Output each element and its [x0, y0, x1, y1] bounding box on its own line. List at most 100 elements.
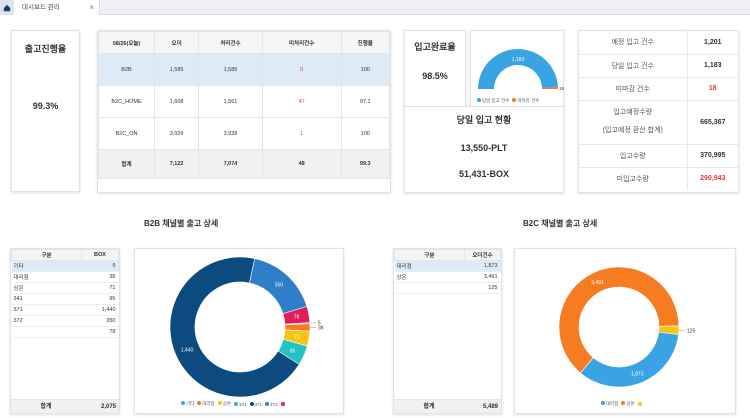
donut-slice[interactable]: [658, 325, 680, 335]
dashboard-content: 출고진행율 99.3% 08/26(오늘) 오더 처리건수 미처리건수 진행율 …: [0, 15, 750, 418]
b2b-table: 구분 BOX 기타 5 대리점 36 상온 71 341 95 371 1,440 372…: [11, 249, 119, 338]
home-icon: [3, 4, 11, 11]
legend-item[interactable]: 대리점: [197, 401, 215, 407]
legend-item[interactable]: 상온: [217, 401, 231, 407]
b2c-section-title: B2C 채널별 출고 상세: [523, 219, 598, 228]
cell-box: 95: [81, 293, 119, 305]
cell-category: 371: [11, 304, 82, 316]
table-row: 당일 입고 건수 1,183: [579, 54, 738, 78]
col-header-progress: 진행율: [340, 31, 391, 54]
table-row: 미마감 건수 18: [579, 77, 738, 101]
table-row[interactable]: B2C_HOME 1,608 1,561 47 97.1: [98, 85, 391, 118]
legend-swatch: [280, 401, 285, 406]
cell-box: 1,440: [81, 304, 119, 316]
gauge-remaining-label: 18: [559, 86, 565, 91]
cell-box: 5: [81, 260, 119, 272]
col-header-unprocessed: 미처리건수: [261, 31, 342, 54]
legend-item[interactable]: 상온: [621, 401, 635, 407]
stat-value: 370,995: [686, 144, 738, 168]
cell-order: 3,929: [153, 117, 200, 150]
b2b-donut-chart: 536 71 95 1,440 350 78: [169, 256, 324, 398]
inbound-complete-card: 입고완료율 98.5%: [404, 30, 466, 108]
cell-channel: B2C_ON: [98, 117, 155, 150]
col-header-date: 08/26(오늘): [98, 31, 155, 54]
slice-value-label: 36: [318, 326, 324, 332]
gauge-arc-done[interactable]: [478, 48, 558, 89]
tab-bar: 대시보드 관리 ×: [0, 0, 750, 15]
table-row[interactable]: 341 95: [11, 293, 119, 305]
table-row: 입고예정수량 (입고예정 환산 합계) 665,367: [579, 100, 738, 145]
table-row[interactable]: B2C_ON 3,929 3,928 1 100: [98, 117, 391, 150]
b2b-section-title: B2B 채널별 출고 상세: [144, 219, 219, 228]
legend-item[interactable]: [280, 401, 286, 407]
col-header-box: BOX: [81, 249, 119, 261]
legend-item[interactable]: 371: [249, 401, 262, 407]
cell-total-order: 7,122: [153, 149, 200, 179]
b2c-total-label: 합계: [423, 404, 435, 410]
inbound-gauge-chart: 1,183 18: [478, 48, 565, 91]
table-row[interactable]: 372 350: [11, 315, 119, 327]
donut-slice[interactable]: [282, 306, 311, 325]
slice-value-label: 1,440: [181, 347, 194, 353]
table-row[interactable]: 371 1,440: [11, 304, 119, 316]
tab-label: 대시보드 관리: [22, 4, 60, 11]
table-row[interactable]: 대리점 36: [11, 271, 119, 283]
cell-category: 대리점: [11, 271, 82, 283]
b2c-donut-chart: 1,873 3,491 125: [558, 266, 696, 388]
gauge-legend: 당일 입고 건수 미마감 건수: [477, 98, 539, 104]
cell-category: 상온: [11, 282, 82, 294]
stat-value: 18: [686, 77, 738, 101]
tab-dashboard-management[interactable]: 대시보드 관리 ×: [14, 0, 100, 15]
b2b-legend: 기타 대리점 상온 341 371 372: [181, 401, 286, 407]
donut-slice[interactable]: [169, 256, 300, 398]
slice-value-label: 125: [687, 329, 696, 335]
outbound-progress-title: 출고진행율: [24, 44, 67, 54]
legend-item[interactable]: [637, 401, 643, 407]
b2c-legend: 대리점 상온: [601, 401, 643, 407]
legend-item[interactable]: 기타: [181, 401, 194, 407]
legend-swatch: [217, 401, 222, 405]
stat-value: 1,183: [686, 54, 738, 78]
legend-swatch: [233, 401, 238, 406]
col-header-processed: 처리건수: [198, 31, 263, 54]
cell-box: 71: [81, 282, 119, 294]
gauge-done-label: 1,183: [512, 57, 525, 63]
today-inbound-title: 당일 입고 현황: [456, 115, 512, 125]
table-row[interactable]: 대리점 1,873: [394, 260, 501, 272]
cell-total-label: 합계: [98, 149, 155, 179]
legend-item[interactable]: 대리점: [601, 401, 618, 407]
table-row[interactable]: 상온 71: [11, 282, 119, 294]
close-icon[interactable]: ×: [89, 3, 94, 12]
cell-total-unprocessed: 48: [261, 149, 342, 179]
stat-value: 1,201: [686, 31, 738, 55]
cell-processed: 1,561: [198, 85, 263, 118]
cell-processed: 1,585: [198, 53, 263, 86]
donut-slice[interactable]: [558, 266, 680, 374]
today-inbound-card: 당일 입고 현황 13,550-PLT 51,431-BOX: [404, 106, 564, 193]
legend-item[interactable]: 341: [233, 401, 247, 407]
inbound-gauge-card: 1,183 18 당일 입고 건수 미마감 건수: [470, 30, 565, 108]
legend-label: 341: [238, 401, 247, 407]
legend-label: 대리점: [202, 401, 215, 406]
stat-label-main: 입고예정수량: [613, 109, 653, 116]
table-total-row: 합계 7,122 7,074 48 99.3: [98, 149, 391, 179]
inbound-complete-title: 입고완료율: [414, 42, 456, 52]
table-row[interactable]: B2B 1,585 1,585 0 100: [98, 53, 391, 86]
cell-order: 1,585: [153, 53, 200, 86]
cell-unprocessed: 0: [261, 53, 342, 86]
outbound-table: 08/26(오늘) 오더 처리건수 미처리건수 진행율 B2B 1,585 1,…: [98, 31, 391, 179]
col-header-order: 오더: [153, 31, 200, 54]
slice-value-label: 78: [294, 315, 300, 321]
inbound-stats-table: 예정 입고 건수 1,201 당일 입고 건수 1,183 미마감 건수 18 …: [579, 31, 738, 190]
home-button[interactable]: [0, 0, 14, 15]
table-row[interactable]: 125: [394, 282, 501, 294]
table-row[interactable]: 상온 3,491: [394, 271, 501, 283]
table-row[interactable]: 78: [11, 326, 119, 338]
legend-swatch: [265, 401, 270, 406]
table-row[interactable]: 기타 5: [11, 260, 119, 272]
stat-label: 입고수량: [579, 144, 687, 168]
today-inbound-plt: 13,550-PLT: [460, 143, 508, 153]
donut-slice[interactable]: [579, 331, 679, 388]
legend-item[interactable]: 372: [265, 401, 278, 407]
gauge-arc-remaining[interactable]: [541, 87, 558, 89]
